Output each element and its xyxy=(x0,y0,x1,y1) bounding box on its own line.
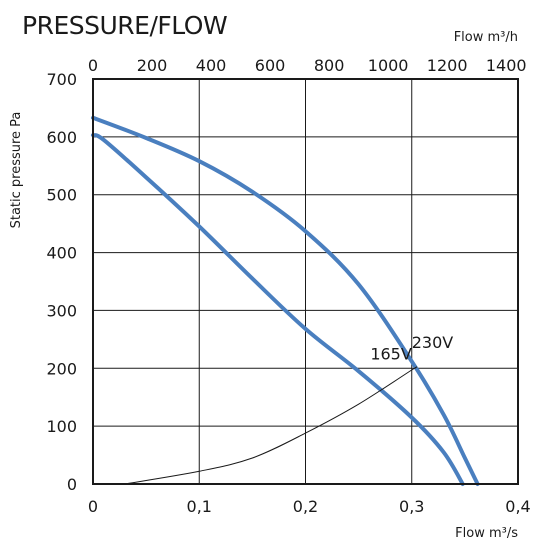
x-top-tick-label: 1200 xyxy=(427,56,468,75)
curve-label-165v: 165V xyxy=(370,345,412,364)
y-tick-label: 0 xyxy=(67,475,77,494)
chart-title: PRESSURE/FLOW xyxy=(22,11,227,40)
series-line-230v xyxy=(91,115,480,486)
y-tick-label: 400 xyxy=(46,244,77,263)
tick-labels: 0 100 200 300 400 500 600 700 0 0,1 0,2 0,3 0,4 0 200 4… xyxy=(46,56,530,516)
x-bottom-axis-label: Flow m³/s xyxy=(455,526,518,541)
y-tick-label: 100 xyxy=(46,417,77,436)
x-bottom-tick-label: 0,3 xyxy=(399,497,424,516)
y-tick-label: 200 xyxy=(46,359,77,378)
x-top-tick-label: 200 xyxy=(137,56,168,75)
y-axis-label: Static pressure Pa xyxy=(9,112,24,229)
x-top-tick-label: 800 xyxy=(314,56,345,75)
x-bottom-tick-label: 0,4 xyxy=(505,497,530,516)
x-top-tick-label: 1000 xyxy=(368,56,409,75)
series-layer xyxy=(91,115,480,486)
x-top-tick-label: 0 xyxy=(88,56,98,75)
plot-frame xyxy=(92,78,519,485)
x-bottom-tick-label: 0 xyxy=(88,497,98,516)
curve-label-230v: 230V xyxy=(412,333,454,352)
x-top-tick-label: 400 xyxy=(196,56,227,75)
y-tick-label: 700 xyxy=(46,70,77,89)
x-bottom-tick-label: 0,2 xyxy=(293,497,318,516)
y-tick-label: 300 xyxy=(46,301,77,320)
x-top-tick-label: 1400 xyxy=(486,56,527,75)
system-curve-line xyxy=(124,366,418,485)
x-bottom-tick-label: 0,1 xyxy=(187,497,212,516)
y-tick-label: 600 xyxy=(46,128,77,147)
x-top-tick-label: 600 xyxy=(255,56,286,75)
grid xyxy=(92,78,519,485)
series-line-165v xyxy=(91,133,465,486)
y-tick-label: 500 xyxy=(46,186,77,205)
x-top-axis-label: Flow m³/h xyxy=(454,30,518,45)
